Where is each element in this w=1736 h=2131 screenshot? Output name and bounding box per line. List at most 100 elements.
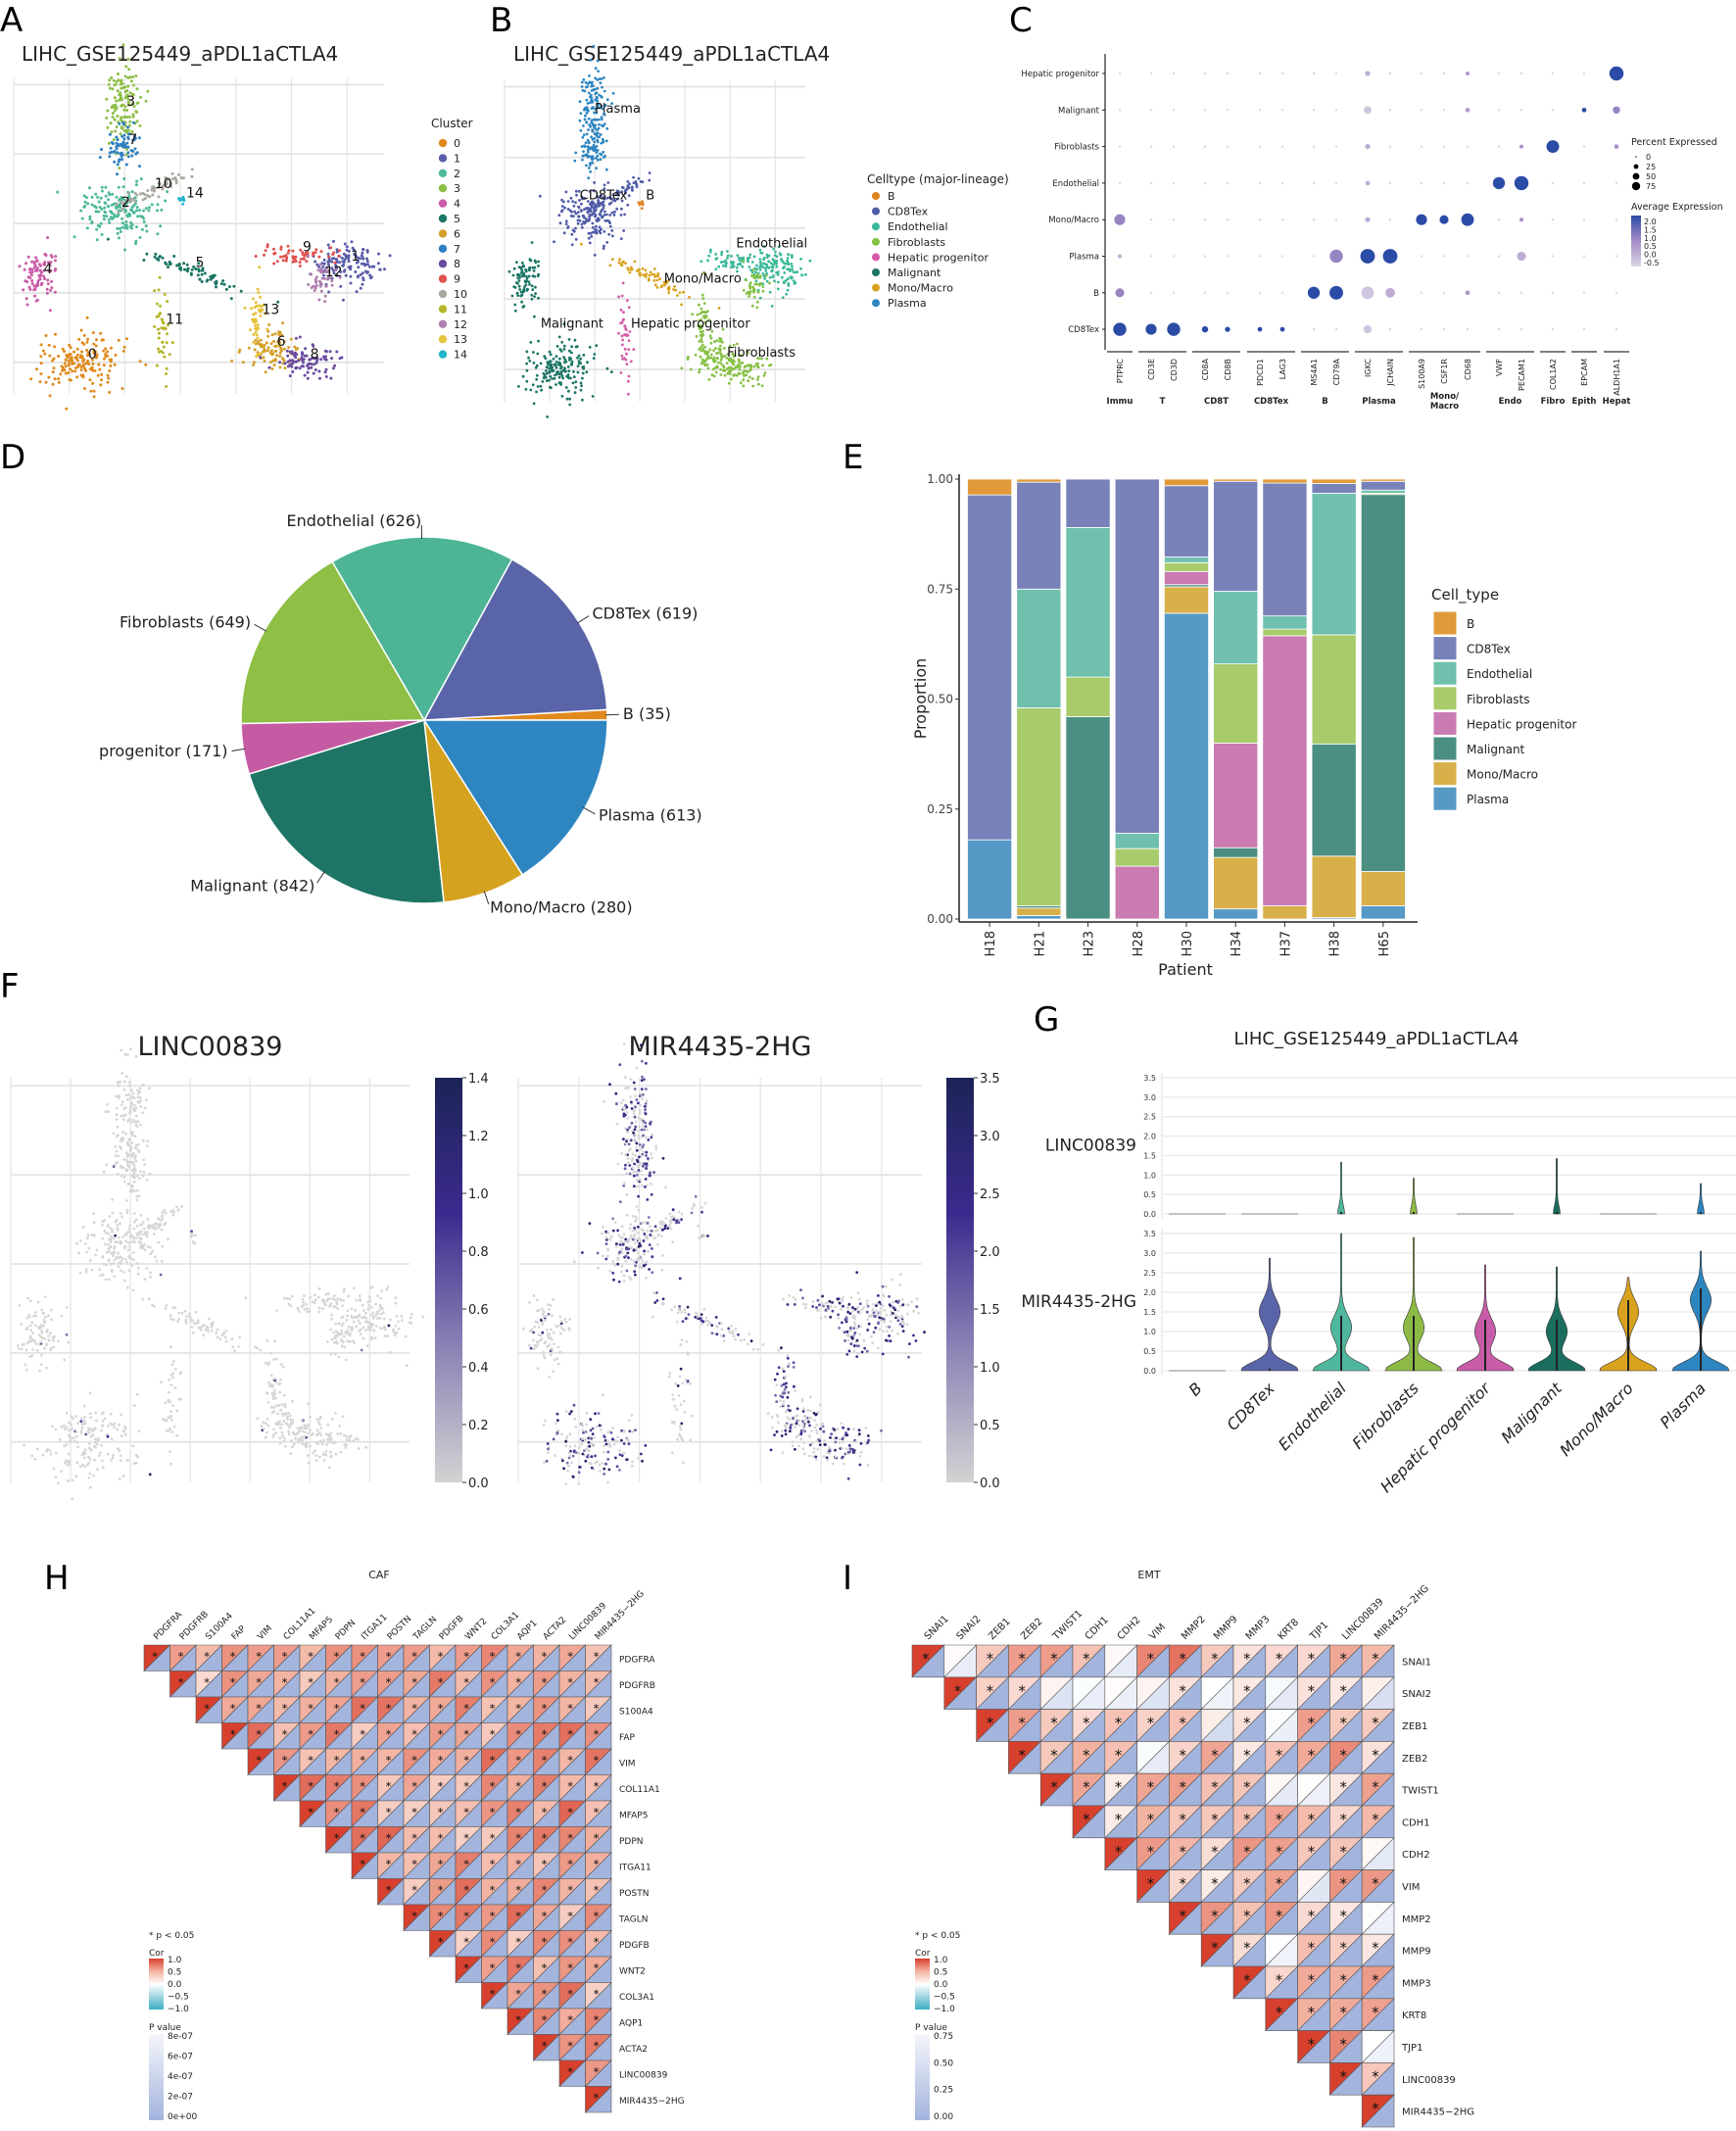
- dot: [1334, 218, 1338, 221]
- x-tick-label: H18: [984, 931, 998, 956]
- umap-point: [605, 1438, 609, 1442]
- umap-point: [46, 261, 50, 265]
- umap-point: [141, 215, 144, 218]
- umap-point: [898, 1283, 901, 1286]
- umap-point: [634, 1094, 637, 1097]
- cluster-label: 0: [88, 347, 97, 363]
- umap-point: [34, 1314, 38, 1318]
- umap-point: [332, 1294, 336, 1297]
- umap-point: [92, 1221, 96, 1224]
- dot: [1420, 291, 1423, 294]
- dot: [1172, 291, 1176, 294]
- bar-segment: [967, 839, 1013, 920]
- umap-point: [282, 1420, 286, 1423]
- umap-point: [177, 264, 181, 267]
- umap-point: [349, 267, 353, 271]
- umap-point: [265, 1422, 267, 1426]
- umap-point: [146, 1139, 150, 1143]
- umap-point: [104, 1110, 108, 1114]
- umap-point: [116, 1428, 120, 1431]
- umap-point: [751, 384, 755, 388]
- umap-point: [299, 258, 303, 261]
- umap-point: [49, 1332, 52, 1334]
- umap-point: [636, 1251, 640, 1255]
- umap-point: [393, 1333, 397, 1337]
- umap-point: [124, 153, 128, 157]
- umap-point: [584, 1437, 588, 1441]
- umap-point: [110, 141, 114, 144]
- umap-point: [135, 1461, 138, 1465]
- umap-point: [287, 1429, 291, 1433]
- size-legend-label: 25: [1646, 163, 1656, 171]
- umap-point: [49, 254, 53, 258]
- umap-point: [633, 1113, 636, 1116]
- umap-point: [56, 190, 60, 194]
- umap-point: [259, 352, 263, 356]
- umap-point: [721, 340, 724, 344]
- umap-point: [632, 1174, 636, 1178]
- umap-point: [115, 107, 119, 111]
- umap-point: [562, 1467, 565, 1471]
- umap-point: [108, 78, 112, 82]
- umap-point: [104, 202, 108, 205]
- umap-point: [330, 283, 334, 287]
- umap-point: [134, 1123, 138, 1127]
- umap-point: [336, 1307, 340, 1310]
- umap-point: [641, 266, 645, 270]
- umap-point: [628, 182, 631, 186]
- umap-point: [591, 128, 594, 132]
- umap-point: [279, 1363, 283, 1366]
- dot: [1118, 145, 1122, 148]
- umap-point: [624, 358, 628, 362]
- umap-point: [346, 1309, 350, 1313]
- umap-point: [111, 1197, 115, 1201]
- umap-point: [164, 1401, 168, 1405]
- umap-point: [547, 1451, 550, 1454]
- umap-point: [786, 261, 790, 265]
- umap-point: [113, 363, 117, 366]
- umap-point: [321, 265, 325, 268]
- bar-segment: [967, 478, 1013, 496]
- umap-point: [128, 1084, 131, 1088]
- umap-point: [882, 1294, 886, 1298]
- umap-point: [555, 372, 558, 376]
- umap-point: [531, 266, 535, 269]
- umap-point: [533, 266, 537, 269]
- umap-point: [714, 267, 718, 270]
- umap-point: [639, 180, 643, 183]
- umap-point: [125, 1209, 129, 1212]
- bar-segment: [1311, 492, 1357, 636]
- umap-point: [118, 93, 121, 97]
- umap-point: [790, 276, 794, 280]
- umap-point: [123, 223, 127, 227]
- umap-point: [200, 272, 204, 276]
- umap-point: [94, 192, 98, 196]
- umap-point: [588, 147, 592, 151]
- umap-point: [191, 1331, 195, 1334]
- legend-label: Hepatic progenitor: [1467, 717, 1576, 731]
- umap-point: [29, 1329, 32, 1332]
- umap-point: [117, 78, 121, 82]
- umap-point: [44, 254, 48, 258]
- umap-point: [620, 1247, 624, 1251]
- umap-point: [586, 85, 589, 88]
- umap-point: [163, 1208, 167, 1212]
- umap-point: [622, 1451, 626, 1455]
- umap-point: [610, 370, 613, 374]
- umap-point: [548, 1376, 552, 1379]
- umap-point: [27, 285, 31, 289]
- umap-point: [361, 1303, 364, 1307]
- umap-point: [340, 1339, 343, 1343]
- umap-point: [239, 289, 243, 293]
- umap-point: [562, 344, 566, 348]
- umap-point: [93, 1427, 97, 1430]
- umap-point: [549, 363, 553, 367]
- umap-point: [589, 203, 592, 206]
- umap-point: [370, 1335, 373, 1339]
- umap-point: [652, 279, 656, 282]
- umap-point: [707, 254, 711, 258]
- umap-point: [544, 357, 548, 361]
- umap-point: [341, 1415, 345, 1418]
- umap-point: [79, 1431, 83, 1434]
